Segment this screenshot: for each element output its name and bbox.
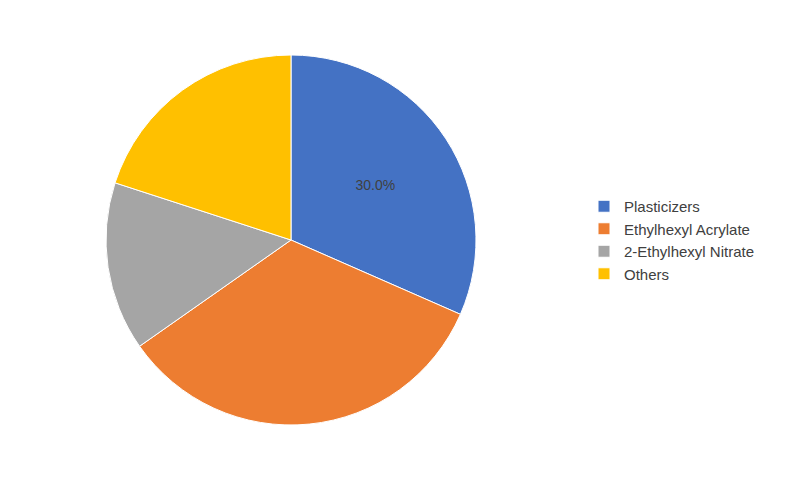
svg-text:Others: Others xyxy=(624,266,669,283)
svg-text:Ethylhexyl Acrylate: Ethylhexyl Acrylate xyxy=(624,221,750,238)
svg-text:30.0%: 30.0% xyxy=(355,177,395,193)
svg-text:2-Ethylhexyl Nitrate: 2-Ethylhexyl Nitrate xyxy=(624,243,754,260)
svg-text:Plasticizers: Plasticizers xyxy=(624,198,700,215)
